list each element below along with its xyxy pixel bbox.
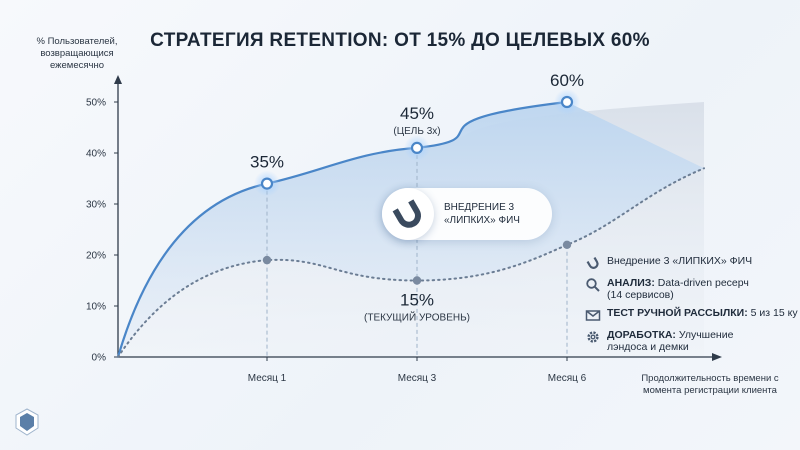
magnet-icon <box>585 255 603 271</box>
data-sublabel: (ТЕКУЩИЙ УРОВЕНЬ) <box>364 311 470 324</box>
data-label: 60% <box>550 71 584 90</box>
y-tick-label: 40% <box>86 149 106 160</box>
data-point-current <box>412 276 422 285</box>
legend-text: ТЕСТ РУЧНОЙ РАССЫЛКИ: 5 из 15 ку <box>607 307 798 319</box>
data-label: 15% <box>400 291 434 310</box>
data-label: 45% <box>400 104 434 123</box>
x-tick-label: Месяц 1 <box>248 373 287 384</box>
search-icon <box>585 277 603 293</box>
legend-item-analysis: АНАЛИЗ: Data-driven ресерч (14 сервисов) <box>585 277 800 301</box>
data-point-current <box>562 240 572 249</box>
data-point-target <box>410 141 424 154</box>
x-axis-label: Продолжительность времени с момента реги… <box>641 373 779 396</box>
y-axis-label: % Пользователей, возвращающися ежемесячн… <box>36 36 118 71</box>
y-axis-arrow <box>114 75 122 84</box>
legend-text: Внедрение 3 «ЛИПКИХ» ФИЧ <box>607 255 753 267</box>
logo-icon <box>15 408 39 436</box>
y-tick-label: 0% <box>92 353 107 364</box>
callout-icon-badge <box>382 188 434 240</box>
x-axis-arrow <box>712 353 722 361</box>
magnet-icon <box>391 196 421 228</box>
x-tick-label: Месяц 6 <box>548 373 587 384</box>
data-sublabel: (ЦЕЛЬ 3x) <box>393 126 440 137</box>
y-tick-label: 30% <box>86 200 106 211</box>
legend: Внедрение 3 «ЛИПКИХ» ФИЧ АНАЛИЗ: Data-dr… <box>585 255 800 359</box>
callout-text: ВНЕДРЕНИЕ 3 «ЛИПКИХ» ФИЧ <box>444 202 520 226</box>
mail-icon <box>585 307 603 323</box>
legend-item-improvement: ДОРАБОТКА: Улучшение лэндоса и демки <box>585 329 800 353</box>
series-line-target <box>116 100 568 358</box>
data-label: 35% <box>250 153 284 172</box>
gear-icon <box>585 329 603 345</box>
data-point-target <box>260 177 274 190</box>
y-tick-label: 50% <box>86 98 106 109</box>
legend-text: ДОРАБОТКА: Улучшение лэндоса и демки <box>607 329 734 353</box>
legend-text: АНАЛИЗ: Data-driven ресерч (14 сервисов) <box>607 277 749 301</box>
y-tick-label: 20% <box>86 251 106 262</box>
x-tick-label: Месяц 3 <box>398 373 437 384</box>
chart-title: СТРАТЕГИЯ RETENTION: ОТ 15% ДО ЦЕЛЕВЫХ 6… <box>150 30 650 51</box>
data-point-current <box>262 255 272 265</box>
legend-item-features: Внедрение 3 «ЛИПКИХ» ФИЧ <box>585 255 800 271</box>
y-tick-label: 10% <box>86 302 106 313</box>
data-point-target <box>560 95 574 109</box>
legend-item-mailing: ТЕСТ РУЧНОЙ РАССЫЛКИ: 5 из 15 ку <box>585 307 800 323</box>
features-callout: ВНЕДРЕНИЕ 3 «ЛИПКИХ» ФИЧ <box>382 188 552 240</box>
